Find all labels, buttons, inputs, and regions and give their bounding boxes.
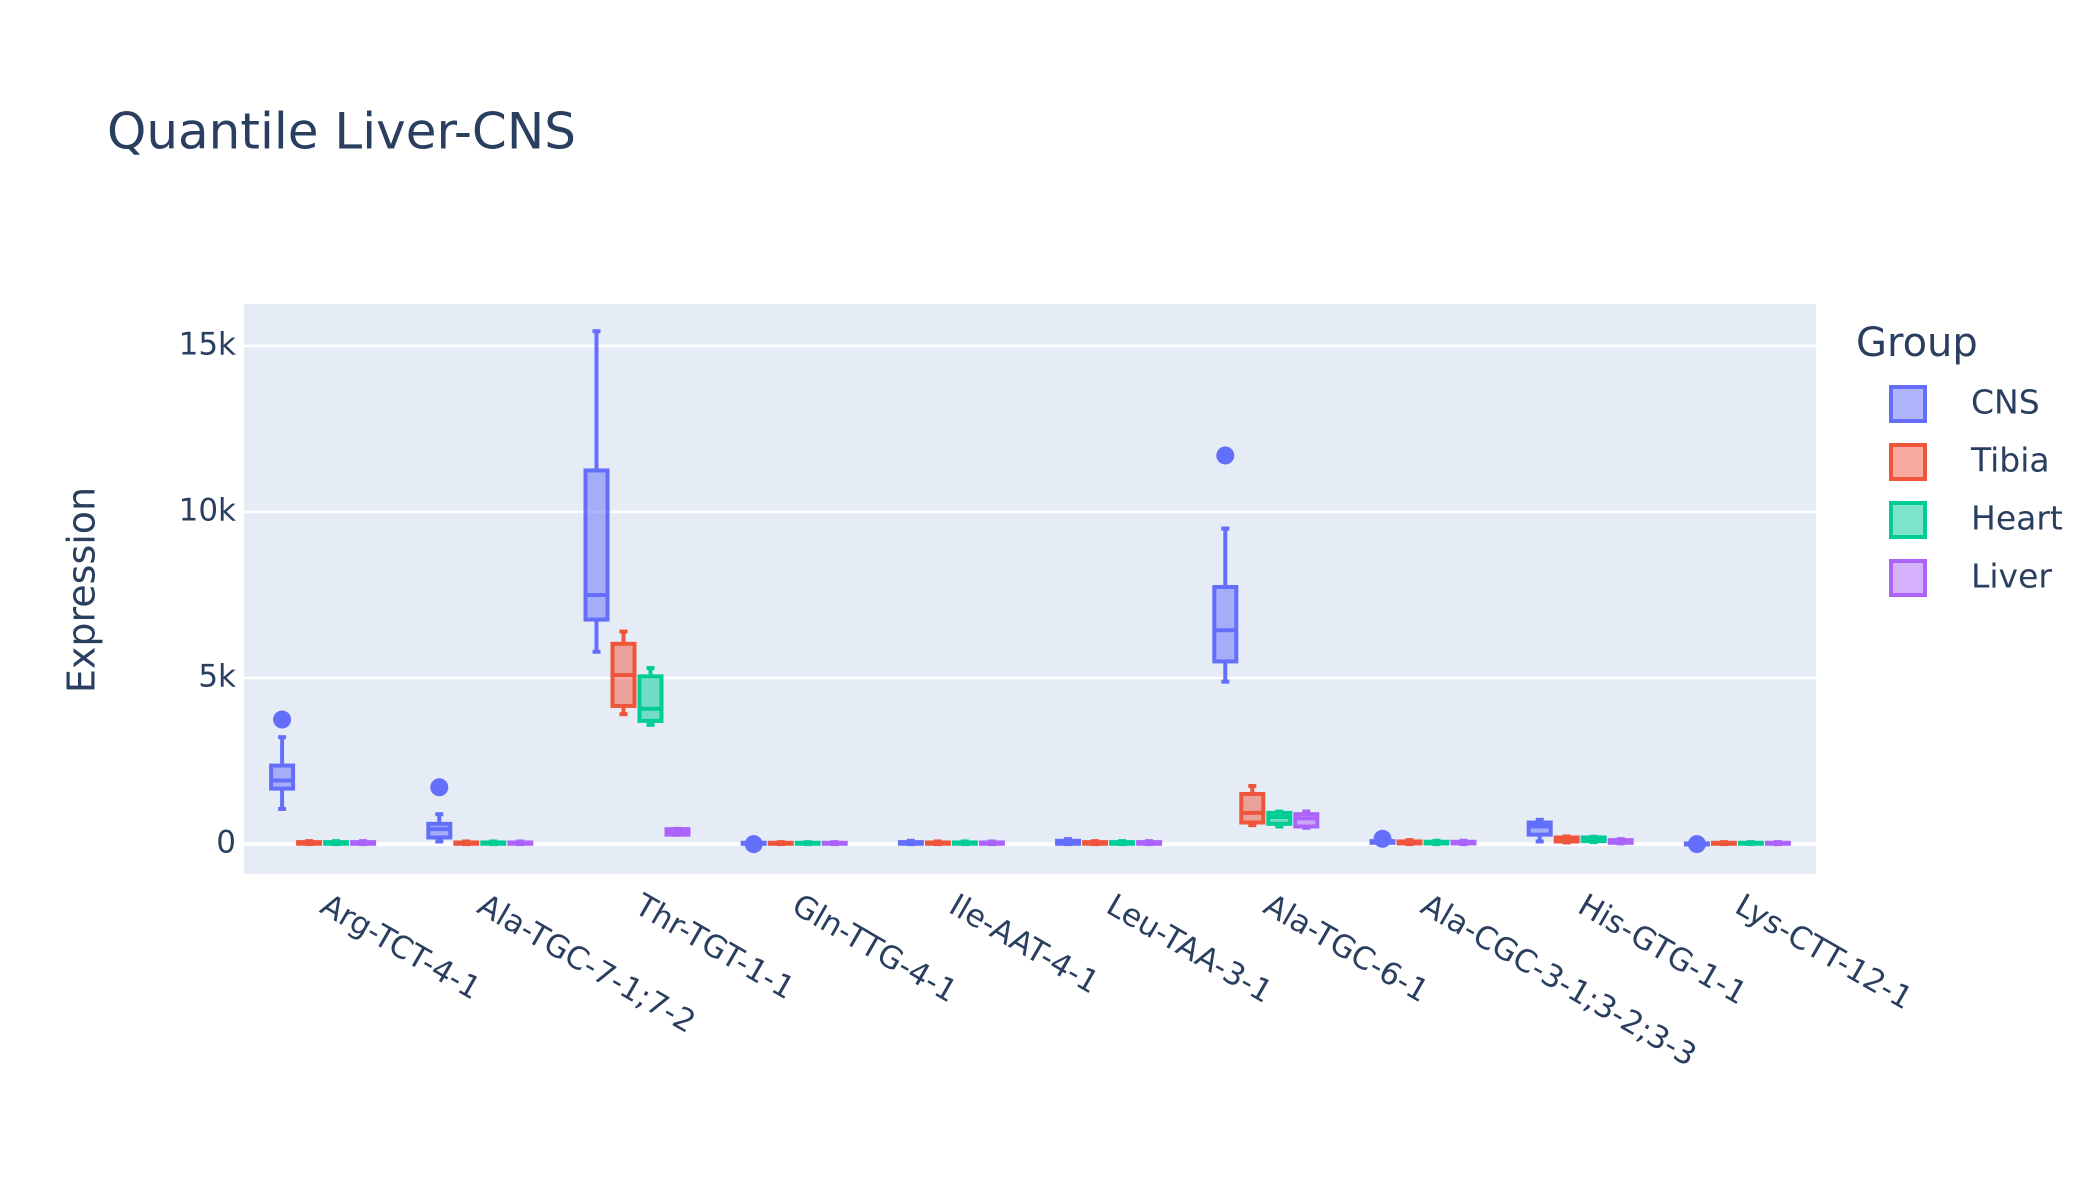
outlier [430, 778, 449, 797]
y-tick-label: 10k [179, 492, 236, 528]
legend-label: Heart [1971, 499, 2063, 538]
box [637, 674, 664, 723]
outlier [1216, 446, 1235, 465]
y-tick-label: 15k [179, 326, 236, 362]
x-tick-label: Arg-TCT-4-1 [314, 887, 486, 1007]
box [1239, 791, 1266, 825]
legend-swatch [1889, 385, 1927, 423]
outlier [1687, 835, 1706, 854]
plot-area [244, 304, 1816, 874]
legend-label: Liver [1971, 557, 2052, 596]
x-tick-label: Ala-TGC-6-1 [1258, 887, 1435, 1010]
box [269, 763, 296, 791]
legend-swatch [1889, 559, 1927, 597]
legend-title: Group [1856, 320, 1978, 366]
x-tick-label: Lys-CTT-12-1 [1729, 887, 1918, 1017]
legend-swatch [1889, 501, 1927, 539]
y-tick-label: 0 [216, 825, 236, 861]
legend-swatch [1889, 443, 1927, 481]
legend-label: CNS [1971, 383, 2040, 422]
box [583, 468, 610, 622]
outlier [273, 710, 292, 729]
outlier [744, 835, 763, 854]
x-tick-label: Gln-TTG-4-1 [786, 887, 963, 1010]
y-tick-label: 5k [198, 659, 236, 695]
x-tick-label: Leu-TAA-3-1 [1100, 887, 1278, 1011]
y-axis-title: Expression [60, 487, 104, 693]
x-tick-label: Ala-CGC-3-1;3-2;3-3 [1415, 887, 1703, 1074]
box [1526, 820, 1553, 837]
x-tick-label: Ile-AAT-4-1 [943, 887, 1105, 1001]
outlier [1373, 829, 1392, 848]
legend-label: Tibia [1970, 441, 2050, 480]
chart-title: Quantile Liver-CNS [107, 103, 576, 161]
box [1212, 585, 1239, 664]
